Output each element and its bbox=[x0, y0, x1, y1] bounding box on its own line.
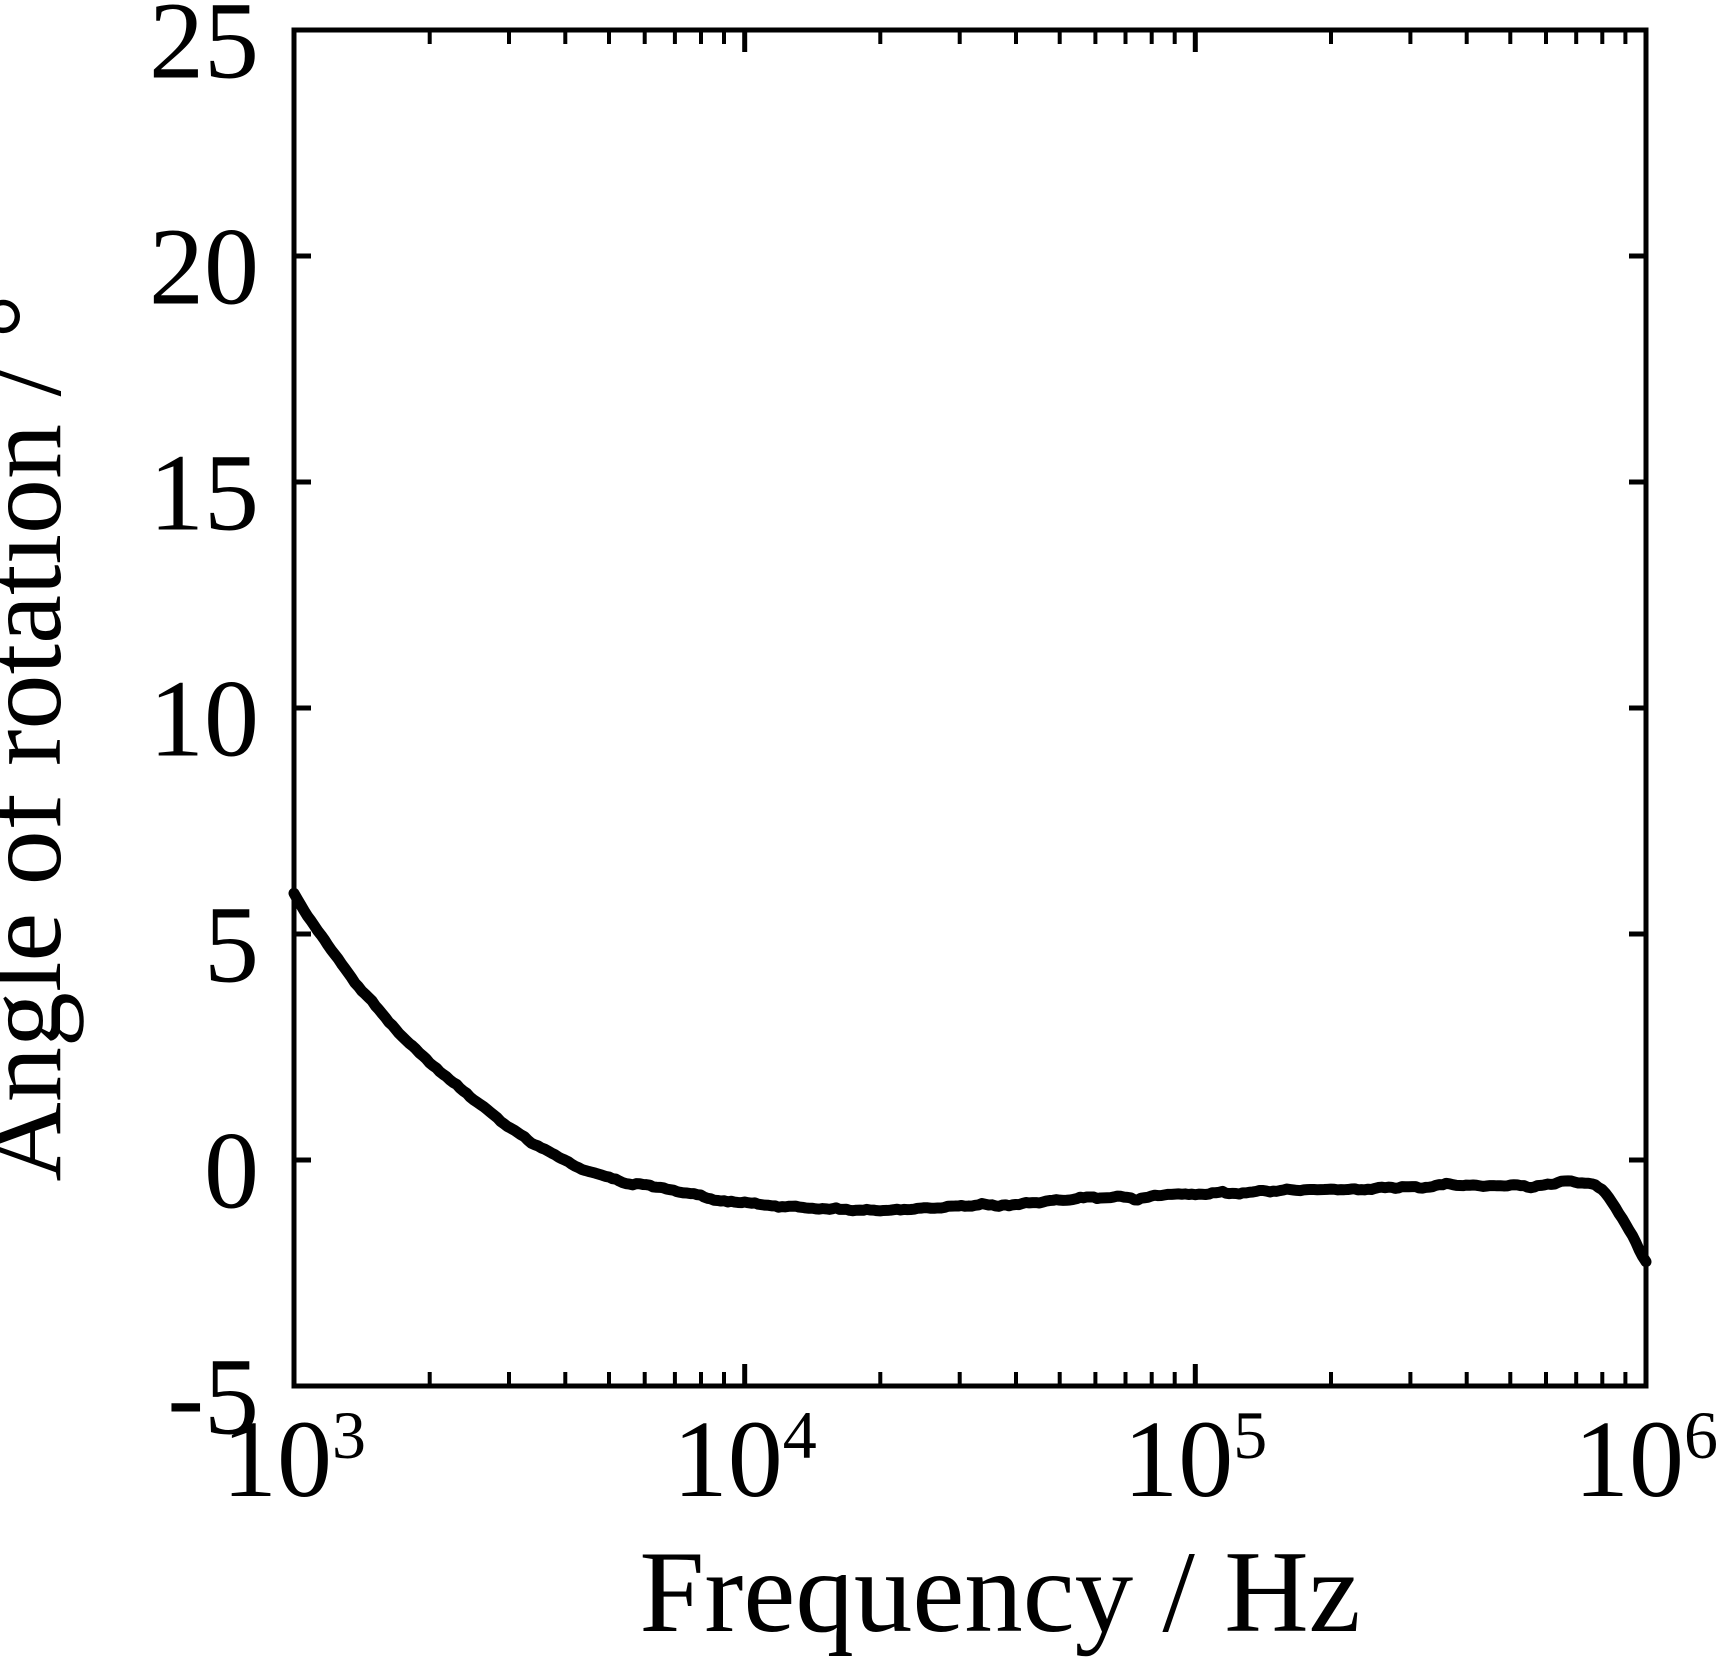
svg-text:Frequency / Hz: Frequency / Hz bbox=[639, 1528, 1360, 1657]
svg-text:25: 25 bbox=[149, 0, 259, 101]
svg-text:103: 103 bbox=[222, 1397, 366, 1520]
svg-text:5: 5 bbox=[204, 883, 259, 1005]
svg-text:15: 15 bbox=[149, 431, 259, 553]
svg-text:0: 0 bbox=[204, 1109, 259, 1231]
svg-text:105: 105 bbox=[1123, 1397, 1267, 1520]
svg-text:20: 20 bbox=[149, 205, 259, 327]
svg-text:104: 104 bbox=[673, 1397, 817, 1520]
svg-text:106: 106 bbox=[1574, 1397, 1718, 1520]
svg-text:Angle of rotation / °: Angle of rotation / ° bbox=[0, 294, 84, 1181]
svg-text:10: 10 bbox=[149, 657, 259, 779]
